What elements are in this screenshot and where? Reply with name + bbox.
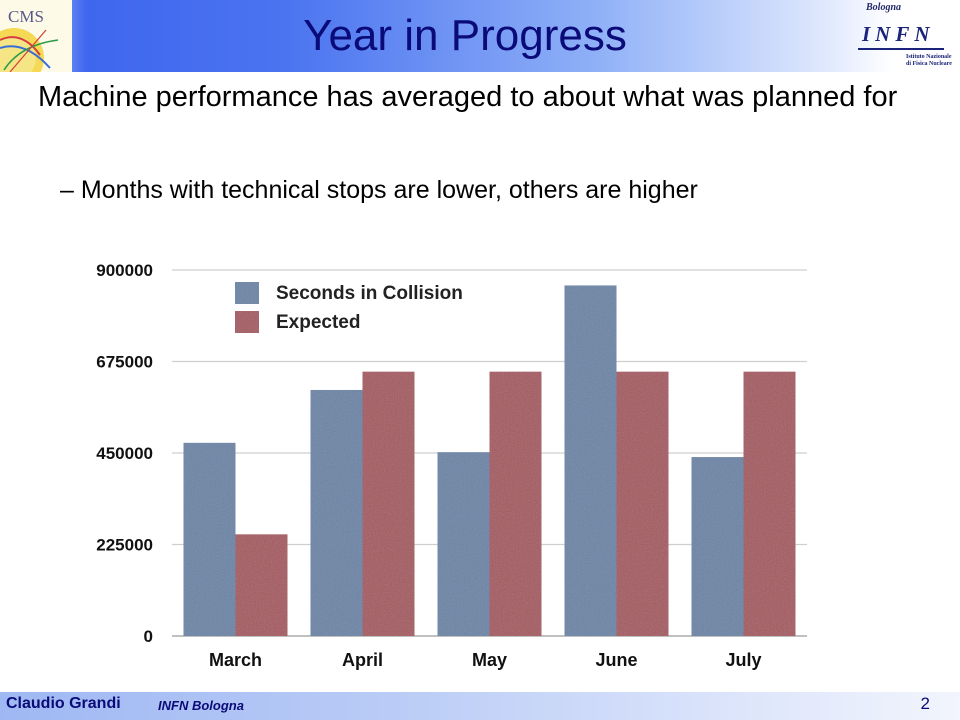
y-tick-label: 450000 — [96, 444, 153, 463]
bar-collision-march — [183, 442, 236, 636]
sub-bullet-text: Months with technical stops are lower, o… — [80, 176, 698, 204]
bar-chart: 0 225000 450000 675000 900000 March April May Ju… — [96, 261, 807, 670]
page-number: 2 — [920, 694, 930, 713]
y-tick-label: 0 — [144, 627, 153, 646]
bar-expected-april — [362, 371, 415, 636]
bar-expected-july — [743, 371, 796, 636]
bar-expected-may — [489, 371, 542, 636]
slide-title: Year in Progress — [303, 11, 627, 60]
bar-collision-july — [691, 457, 744, 636]
cms-logo-text: CMS — [8, 7, 44, 26]
footer-institution: INFN Bologna — [158, 698, 244, 713]
legend-swatch-0 — [235, 282, 259, 304]
y-tick-label: 675000 — [96, 353, 153, 372]
bar-collision-may — [437, 452, 490, 636]
y-tick-label: 225000 — [96, 536, 153, 555]
x-tick-label: June — [595, 650, 637, 670]
infn-logo-city: Bologna — [866, 2, 902, 13]
bullet-sub: – Months with technical stops are lower,… — [60, 174, 920, 206]
x-tick-label: July — [725, 650, 761, 670]
infn-logo: Bologna INFN Istituto Nazionale di Fisic… — [848, 0, 960, 72]
title-bar — [0, 0, 960, 72]
footer-author: Claudio Grandi — [6, 695, 121, 712]
infn-logo-subtitle: Istituto Nazionale di Fisica Nucleare — [906, 54, 952, 68]
sub-bullet-marker: – — [60, 176, 74, 204]
bar-collision-april — [310, 389, 363, 636]
x-tick-label: May — [472, 650, 507, 670]
bar-collision-june — [564, 285, 617, 636]
cms-logo: CMS — [0, 0, 72, 72]
x-tick-label: April — [342, 650, 383, 670]
footer-bar: Claudio Grandi INFN Bologna 2 — [0, 692, 960, 720]
bullet-main: Machine performance has averaged to abou… — [38, 81, 898, 113]
y-tick-label: 900000 — [96, 261, 153, 280]
infn-logo-word: INFN — [862, 22, 935, 46]
bar-expected-march — [235, 534, 288, 636]
bar-expected-june — [616, 371, 669, 636]
legend-swatch-1 — [235, 311, 259, 333]
legend-label: Expected — [276, 312, 360, 333]
infn-logo-rule — [858, 48, 944, 50]
legend-label: Seconds in Collision — [276, 283, 463, 304]
x-tick-label: March — [209, 650, 262, 670]
infn-logo-subtitle-line1: Istituto Nazionale — [906, 54, 952, 60]
infn-logo-subtitle-line2: di Fisica Nucleare — [906, 61, 952, 67]
